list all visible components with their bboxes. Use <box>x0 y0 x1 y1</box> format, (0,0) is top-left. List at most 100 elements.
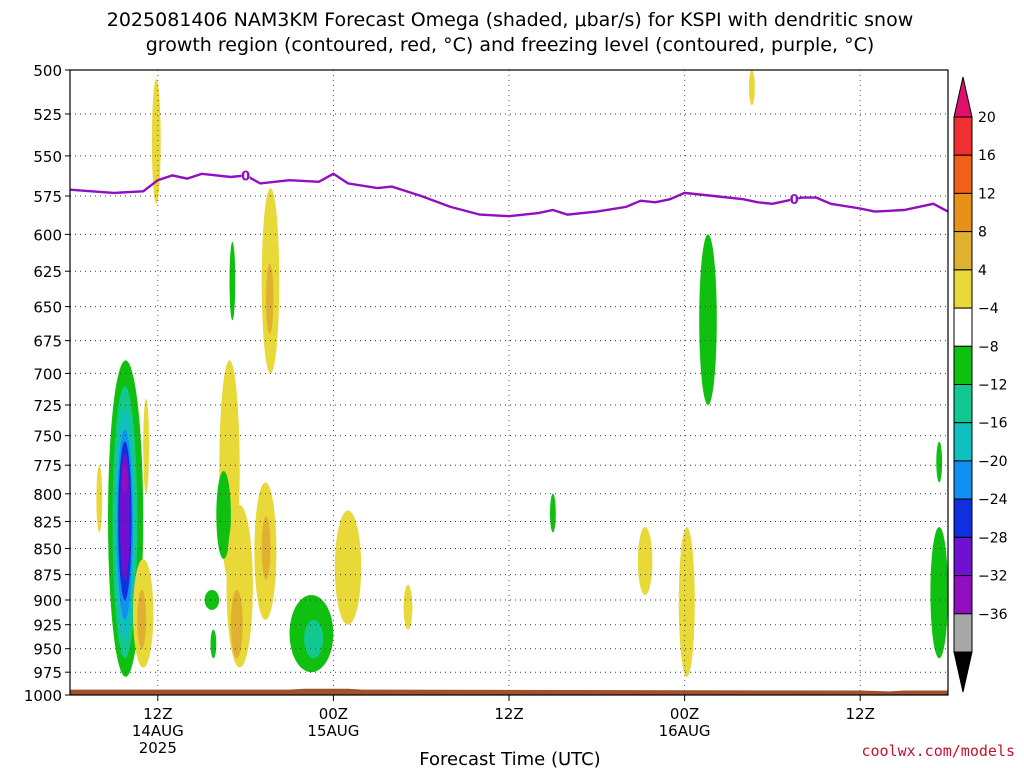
colorbar-label: 16 <box>978 148 996 164</box>
colorbar-label: −28 <box>978 530 1008 546</box>
y-tick-label: 575 <box>33 188 62 206</box>
omega-region <box>304 619 324 659</box>
colorbar-swatch <box>953 154 973 194</box>
colorbar-bottom-arrow <box>953 651 973 693</box>
omega-region <box>204 589 220 610</box>
colorbar-label: −12 <box>978 378 1008 394</box>
y-tick-label: 875 <box>33 567 62 585</box>
freezing-label-bg <box>241 168 250 182</box>
colorbar-label: 8 <box>978 225 987 241</box>
y-tick-label: 550 <box>33 148 62 166</box>
colorbar-legend: 20 16 12 8 4 −4 −8 −12 −16 −20 −24 −28 −32 −36 <box>953 76 1008 693</box>
x-tick-date: 16AUG <box>659 722 711 740</box>
omega-region <box>266 263 274 334</box>
omega-region <box>749 70 755 106</box>
omega-region <box>96 465 103 533</box>
y-tick-label: 1000 <box>24 687 62 705</box>
x-tick-label: 00Z <box>670 705 699 723</box>
y-tick-label: 750 <box>33 428 62 446</box>
colorbar-label: −4 <box>978 301 999 317</box>
omega-region <box>678 527 695 677</box>
omega-region <box>143 398 150 494</box>
chart-title-line2: growth region (contoured, red, °C) and f… <box>146 34 875 56</box>
colorbar-label: −24 <box>978 492 1008 508</box>
omega-region <box>550 493 556 533</box>
colorbar-swatch <box>953 192 973 233</box>
omega-region <box>230 590 243 659</box>
y-tick-label: 900 <box>33 592 62 610</box>
terrain-fill <box>70 688 948 695</box>
freezing-level-line <box>69 172 949 218</box>
colorbar-swatch <box>953 269 973 309</box>
y-tick-label: 600 <box>33 226 62 244</box>
x-tick-year: 2025 <box>139 739 177 757</box>
colorbar-label: 4 <box>978 263 987 279</box>
colorbar-swatch <box>953 307 973 347</box>
x-tick-label: 12Z <box>143 705 172 723</box>
x-tick-label: 00Z <box>319 705 348 723</box>
y-tick-label: 625 <box>33 263 62 281</box>
x-tick-date: 15AUG <box>307 722 359 740</box>
colorbar-swatch <box>953 536 973 577</box>
freezing-level-contour: 00 <box>69 168 949 218</box>
omega-shading <box>96 70 948 677</box>
y-tick-label: 775 <box>33 457 62 475</box>
omega-region <box>229 241 236 321</box>
colorbar-label: −20 <box>978 454 1008 470</box>
colorbar-swatch <box>953 116 973 156</box>
colorbar-top-arrow <box>953 76 973 118</box>
y-tick-label: 500 <box>33 62 62 80</box>
freezing-level-label: 0 <box>790 193 799 208</box>
omega-region <box>261 516 271 580</box>
y-tick-label: 925 <box>33 617 62 635</box>
x-tick-label: 12Z <box>846 705 875 723</box>
omega-region <box>403 584 413 630</box>
freezing-level-label: 0 <box>241 169 250 184</box>
y-tick-label: 800 <box>33 486 62 504</box>
x-axis-label: Forecast Time (UTC) <box>419 749 600 768</box>
colorbar-label: −36 <box>978 607 1008 623</box>
pressure-axis: 500 525 550 575 600 625 650 675 700 725 750 775 800 8… <box>24 62 70 705</box>
colorbar-swatch <box>953 345 973 385</box>
x-tick-label: 12Z <box>494 705 523 723</box>
colorbar-label: 20 <box>978 110 996 126</box>
grid-lines <box>70 70 948 695</box>
colorbar-swatch <box>953 613 973 653</box>
omega-region <box>930 527 948 659</box>
colorbar-swatch <box>953 460 973 500</box>
y-tick-label: 975 <box>33 664 62 682</box>
colorbar-swatch <box>953 498 973 538</box>
chart-title-line1: 2025081406 NAM3KM Forecast Omega (shaded… <box>107 9 913 31</box>
colorbar-label: 12 <box>978 186 996 202</box>
y-tick-label: 825 <box>33 514 62 532</box>
terrain-area <box>70 688 948 695</box>
y-tick-label: 950 <box>33 641 62 659</box>
y-tick-label: 525 <box>33 106 62 124</box>
colorbar-label: −32 <box>978 569 1008 585</box>
plot-frame <box>69 69 949 696</box>
omega-region <box>334 510 362 625</box>
omega-region <box>122 465 128 494</box>
y-tick-label: 700 <box>33 365 62 383</box>
colorbar-label: −8 <box>978 339 999 355</box>
colorbar-swatch <box>953 575 973 615</box>
y-tick-label: 725 <box>33 397 62 415</box>
y-tick-label: 675 <box>33 333 62 351</box>
omega-region <box>637 527 653 595</box>
credit-text: coolwx.com/models <box>861 742 1015 760</box>
omega-region <box>936 441 943 483</box>
omega-region <box>137 589 147 649</box>
omega-region <box>699 234 717 405</box>
colorbar-swatch <box>953 422 973 462</box>
omega-region <box>151 78 161 204</box>
colorbar-swatch <box>953 384 973 424</box>
y-tick-label: 850 <box>33 541 62 559</box>
omega-region <box>216 471 231 559</box>
freezing-label-bg <box>790 192 799 206</box>
colorbar-swatch <box>953 231 973 271</box>
colorbar-label: −16 <box>978 416 1008 432</box>
x-tick-date: 14AUG <box>132 722 184 740</box>
y-tick-label: 650 <box>33 299 62 317</box>
